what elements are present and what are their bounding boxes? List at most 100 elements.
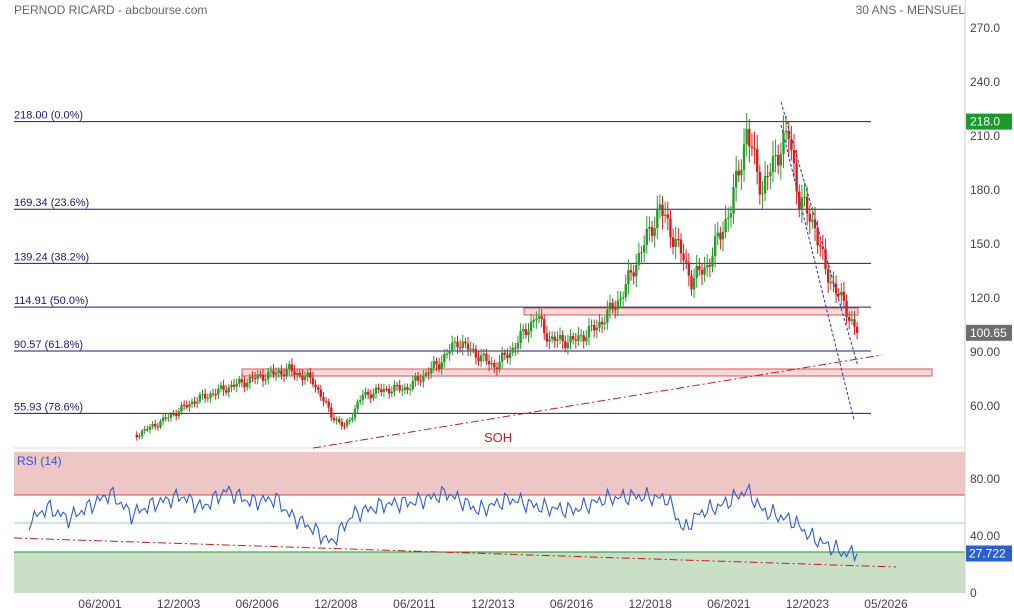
candle-body — [816, 228, 819, 246]
time-tick-label: 12/2018 — [629, 597, 673, 611]
candle-body — [792, 150, 796, 164]
candle-body — [790, 139, 793, 151]
rsi-oversold-zone — [14, 552, 965, 593]
candle-body — [579, 335, 583, 337]
candle-body — [148, 426, 152, 430]
candle-body — [653, 228, 656, 236]
candle-body — [164, 417, 167, 419]
candle-body — [685, 260, 688, 263]
candle-body — [324, 401, 328, 403]
candle-body — [479, 355, 483, 362]
candle-body — [606, 309, 609, 323]
candle-body — [821, 246, 825, 249]
price-tick-label: 90.00 — [970, 345, 1000, 359]
candle-body — [387, 388, 391, 394]
candle-body — [611, 302, 614, 309]
candle-body — [161, 417, 165, 422]
rsi-tick-label: 80.00 — [970, 472, 1000, 486]
candle-body — [316, 387, 320, 390]
candle-body — [167, 417, 170, 419]
candle-body — [719, 232, 722, 240]
candle-body — [461, 341, 464, 348]
candle-body — [566, 342, 570, 349]
candle-body — [264, 379, 267, 381]
candle-body — [529, 321, 533, 332]
candle-body — [295, 372, 299, 375]
candle-body — [729, 213, 733, 218]
candle-body — [414, 376, 417, 381]
candle-body — [700, 269, 704, 275]
candle-body — [642, 244, 646, 253]
candle-body — [185, 405, 188, 408]
candle-body — [419, 380, 422, 382]
candle-body — [640, 252, 643, 254]
candle-body — [343, 425, 346, 427]
candle-body — [398, 385, 401, 391]
candle-body — [190, 401, 194, 405]
fibonacci-label: 114.91 (50.0%) — [14, 295, 88, 307]
candle-body — [366, 391, 370, 395]
candle-body — [432, 361, 436, 369]
candle-body — [621, 297, 625, 299]
candle-body — [311, 377, 315, 385]
candle-body — [669, 218, 672, 238]
candle-body — [482, 353, 485, 356]
candle-body — [758, 171, 762, 195]
candle-body — [332, 417, 336, 421]
candle-body — [359, 399, 362, 402]
candle-body — [230, 384, 233, 388]
price-tick-label: 120.0 — [970, 291, 1000, 305]
candle-body — [803, 196, 806, 198]
candle-body — [698, 265, 701, 270]
fibonacci-label: 139.24 (38.2%) — [14, 251, 89, 263]
candle-body — [721, 232, 725, 240]
fibonacci-levels: 218.00 (0.0%) 169.34 (23.6%) 139.24 (38.2%… — [14, 110, 871, 414]
candle-body — [713, 236, 717, 257]
candle-body — [293, 371, 296, 375]
candle-body — [140, 430, 144, 436]
time-tick-label: 12/2013 — [471, 597, 515, 611]
candle-body — [524, 329, 528, 335]
candle-body — [487, 360, 491, 365]
candle-body — [545, 333, 549, 342]
resistance-zone — [523, 307, 859, 316]
candle-body — [253, 378, 257, 380]
candle-body — [374, 387, 378, 394]
candle-body — [708, 264, 712, 267]
candle-body — [203, 393, 207, 399]
candle-body — [493, 362, 496, 368]
time-tick-label: 12/2023 — [786, 597, 830, 611]
candle-body — [330, 407, 333, 418]
candle-body — [143, 429, 146, 431]
candle-body — [472, 348, 475, 350]
candle-body — [327, 401, 330, 408]
candle-body — [498, 361, 501, 370]
candle-body — [737, 170, 740, 176]
candle-body — [211, 393, 215, 395]
candle-body — [703, 267, 706, 275]
candle-body — [745, 128, 748, 145]
candle-body — [548, 339, 551, 342]
candle-body — [401, 390, 404, 392]
candle-body — [259, 374, 262, 376]
candle-body — [395, 384, 399, 386]
candle-body — [214, 394, 217, 396]
candle-body — [235, 383, 238, 387]
candle-body — [679, 239, 683, 254]
time-tick-label: 05/2026 — [864, 597, 908, 611]
candle-body — [682, 253, 685, 261]
price-tick-label: 150.0 — [970, 237, 1000, 251]
long-term-trendline — [312, 354, 883, 449]
candle-body — [734, 170, 738, 188]
candle-body — [753, 148, 756, 150]
candle-body — [267, 371, 270, 380]
candle-body — [422, 375, 425, 382]
price-candles — [135, 112, 859, 441]
fibonacci-label: 218.00 (0.0%) — [14, 110, 83, 122]
candle-body — [182, 404, 186, 406]
candle-body — [535, 318, 538, 321]
candle-body — [543, 319, 546, 334]
candle-body — [356, 401, 359, 409]
candle-body — [448, 351, 451, 354]
candle-body — [811, 219, 814, 222]
